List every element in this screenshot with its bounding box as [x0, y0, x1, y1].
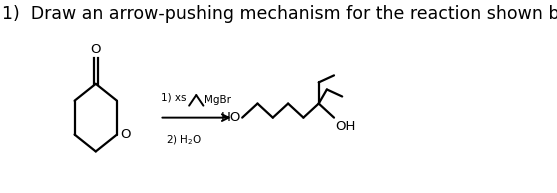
- Text: MgBr: MgBr: [204, 95, 231, 105]
- Text: 1) xs: 1) xs: [161, 93, 187, 103]
- Text: O: O: [91, 43, 101, 56]
- Text: 2) H$_2$O: 2) H$_2$O: [165, 134, 202, 147]
- Text: OH: OH: [335, 120, 355, 133]
- Text: O: O: [120, 128, 130, 141]
- Text: HO: HO: [220, 111, 241, 124]
- Text: 1)  Draw an arrow-pushing mechanism for the reaction shown below.: 1) Draw an arrow-pushing mechanism for t…: [2, 5, 557, 23]
